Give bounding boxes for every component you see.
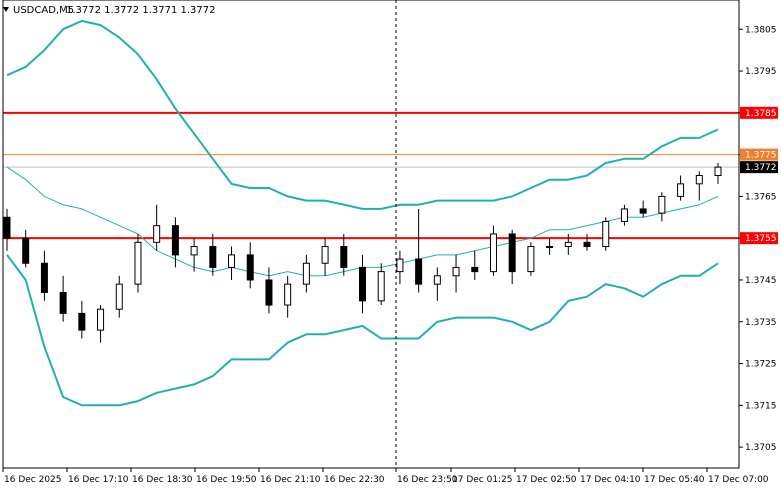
candle-body bbox=[153, 225, 161, 243]
x-axis-tick-label: 16 Dec 17:10 bbox=[68, 475, 129, 485]
candle-body bbox=[695, 175, 703, 185]
x-axis-tick-label: 17 Dec 07:00 bbox=[708, 475, 769, 485]
candle-body bbox=[246, 254, 254, 281]
candle-body bbox=[452, 266, 460, 277]
candle-body bbox=[209, 246, 217, 268]
y-axis-tick-label: 1.3735 bbox=[745, 318, 777, 328]
candle-body bbox=[564, 241, 572, 248]
candle-body bbox=[620, 208, 628, 222]
x-axis-tick-label: 17 Dec 02:50 bbox=[516, 475, 577, 485]
candle-body bbox=[302, 262, 310, 285]
x-axis-tick-label: 16 Dec 18:30 bbox=[132, 475, 193, 485]
candle-body bbox=[658, 195, 666, 214]
x-axis-tick-label: 16 Dec 19:50 bbox=[196, 475, 257, 485]
x-axis-tick-label: 16 Dec 2025 bbox=[4, 475, 62, 485]
candle-body bbox=[527, 246, 535, 273]
candle-body bbox=[377, 271, 385, 302]
candle-body bbox=[602, 220, 610, 248]
x-axis-tick-label: 17 Dec 04:10 bbox=[580, 475, 641, 485]
y-axis-tick-label: 1.3805 bbox=[745, 25, 777, 35]
bollinger-lower-band bbox=[6, 254, 719, 407]
y-axis-tick-label: 1.3705 bbox=[745, 443, 777, 453]
candle-body bbox=[546, 246, 554, 249]
x-axis-tick-label: 16 Dec 22:30 bbox=[324, 475, 385, 485]
candle-body bbox=[583, 241, 591, 248]
chart-title: USDCAD,M5 bbox=[13, 5, 74, 16]
candle-body bbox=[97, 308, 105, 331]
y-axis-tick-label: 1.3765 bbox=[745, 192, 777, 202]
candle-body bbox=[396, 258, 404, 273]
candle-body bbox=[359, 266, 366, 302]
candle-body bbox=[321, 246, 329, 264]
plot-frame bbox=[2, 0, 740, 469]
candle-body bbox=[714, 166, 722, 176]
candle-body bbox=[265, 279, 273, 306]
y-axis-tick-label: 1.3725 bbox=[745, 360, 777, 370]
candle-body bbox=[22, 237, 30, 264]
x-axis-tick-label: 17 Dec 05:40 bbox=[644, 475, 705, 485]
price-level-tag bbox=[740, 148, 778, 161]
candle-body bbox=[639, 208, 647, 214]
chart-ohlc-readout: 1.3772 1.3772 1.3771 1.3772 bbox=[66, 5, 216, 16]
price-level-tag-label: 1.3785 bbox=[745, 109, 777, 119]
y-axis-tick-label: 1.3795 bbox=[745, 67, 777, 77]
candle-body bbox=[284, 283, 292, 306]
price-level-tag bbox=[740, 232, 778, 245]
candle-body bbox=[471, 266, 479, 273]
price-level-tag-label: 1.3775 bbox=[745, 151, 777, 161]
price-level-tag bbox=[740, 106, 778, 119]
x-axis-tick-label: 16 Dec 21:10 bbox=[260, 475, 321, 485]
candle-body bbox=[433, 275, 441, 285]
candle-body bbox=[489, 233, 497, 273]
y-axis-tick-label: 1.3745 bbox=[745, 276, 777, 286]
x-axis-tick-label: 17 Dec 01:25 bbox=[452, 475, 513, 485]
candle-body bbox=[677, 183, 685, 197]
candle-body bbox=[59, 292, 67, 314]
candle-body bbox=[190, 246, 198, 256]
candle-body bbox=[115, 283, 123, 310]
current-price-tag bbox=[740, 161, 778, 174]
candle-body bbox=[171, 225, 179, 256]
x-axis-tick-label: 16 Dec 23:50 bbox=[397, 475, 458, 485]
candle-body bbox=[415, 258, 423, 285]
candle-body bbox=[134, 241, 142, 285]
candle-body bbox=[340, 246, 348, 268]
y-axis-tick-label: 1.3715 bbox=[745, 401, 777, 411]
candle-body bbox=[3, 216, 11, 239]
candle-body bbox=[40, 262, 48, 293]
dropdown-arrow-icon[interactable] bbox=[3, 7, 9, 12]
bollinger-upper-band bbox=[6, 19, 719, 210]
candle-body bbox=[228, 254, 236, 268]
candle-body bbox=[78, 312, 86, 331]
candle-body bbox=[508, 233, 516, 273]
price-level-tag-label: 1.3755 bbox=[745, 234, 777, 244]
current-price-tag-label: 1.3772 bbox=[745, 163, 777, 173]
